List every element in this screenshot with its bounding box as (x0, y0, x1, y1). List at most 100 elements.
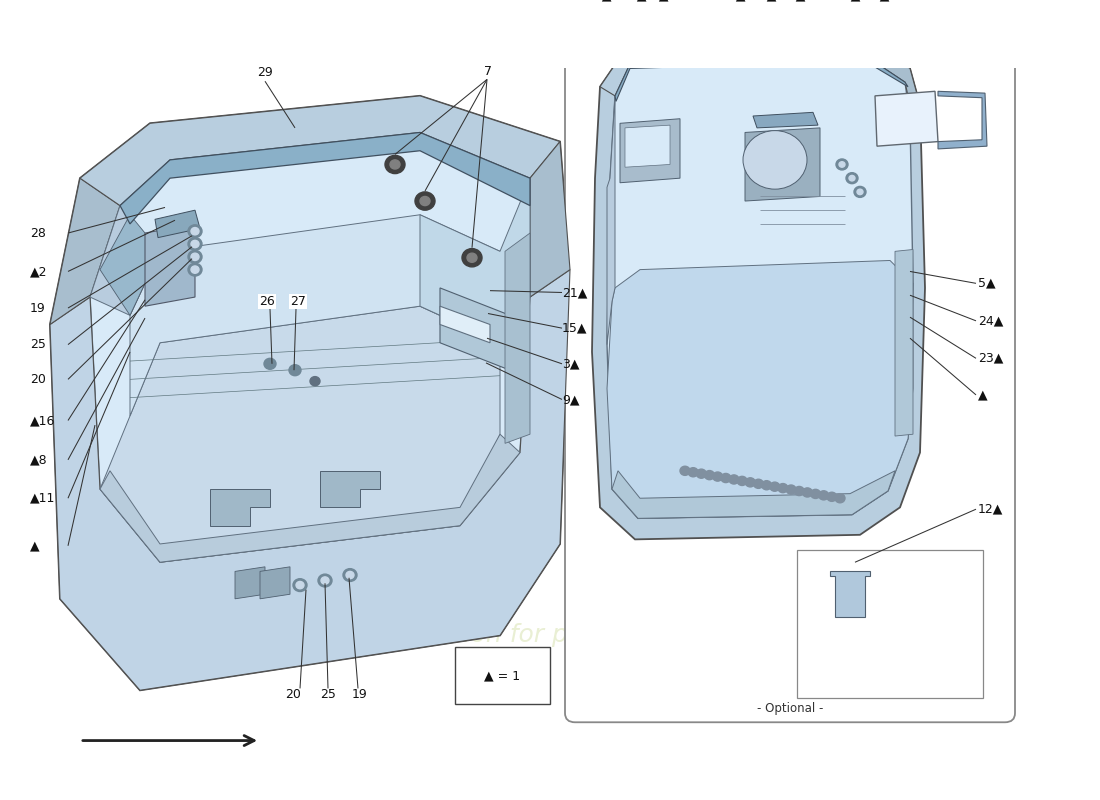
Circle shape (754, 479, 763, 488)
Text: 3▲: 3▲ (562, 358, 580, 370)
Circle shape (720, 474, 730, 482)
Circle shape (704, 470, 715, 480)
FancyBboxPatch shape (565, 0, 1015, 722)
Circle shape (468, 253, 477, 262)
Polygon shape (210, 489, 270, 526)
Text: 28: 28 (30, 226, 46, 239)
Text: 20: 20 (30, 373, 46, 386)
Circle shape (854, 186, 866, 198)
Text: 24▲: 24▲ (978, 314, 1003, 327)
Circle shape (296, 582, 304, 589)
Polygon shape (505, 233, 530, 443)
Text: 25: 25 (320, 688, 336, 702)
Polygon shape (895, 250, 913, 436)
Polygon shape (830, 571, 870, 617)
Text: 7: 7 (484, 65, 492, 78)
Circle shape (680, 466, 690, 475)
Text: a passion for parts: a passion for parts (384, 623, 617, 647)
FancyBboxPatch shape (455, 647, 550, 704)
Polygon shape (320, 470, 379, 507)
Polygon shape (607, 58, 913, 518)
Circle shape (321, 577, 329, 584)
Text: 27: 27 (290, 295, 306, 308)
Circle shape (761, 481, 771, 490)
Polygon shape (625, 125, 670, 167)
Text: ▲11: ▲11 (30, 492, 55, 505)
Text: ▲ = 1: ▲ = 1 (484, 669, 520, 682)
Text: ▲2: ▲2 (30, 265, 47, 278)
Polygon shape (50, 270, 570, 690)
Polygon shape (50, 178, 120, 325)
Circle shape (415, 192, 434, 210)
Text: ▲16: ▲16 (30, 414, 55, 427)
Polygon shape (80, 96, 560, 206)
Circle shape (729, 475, 739, 484)
Circle shape (310, 377, 320, 386)
Circle shape (827, 492, 837, 502)
Text: 19: 19 (352, 688, 367, 702)
Circle shape (293, 578, 307, 591)
Polygon shape (938, 91, 987, 149)
Polygon shape (90, 133, 530, 562)
Text: 20: 20 (285, 688, 301, 702)
Circle shape (770, 482, 780, 491)
Polygon shape (420, 178, 530, 342)
Circle shape (794, 486, 804, 495)
Circle shape (849, 175, 855, 181)
Circle shape (390, 160, 400, 169)
Circle shape (737, 476, 747, 486)
Polygon shape (874, 91, 938, 146)
Text: 13▲: 13▲ (835, 0, 860, 2)
Circle shape (191, 253, 199, 261)
Polygon shape (235, 567, 265, 599)
Text: 15▲: 15▲ (562, 322, 587, 334)
Text: 25: 25 (30, 338, 46, 351)
Circle shape (836, 159, 848, 170)
Text: 18: 18 (808, 0, 824, 2)
Text: 14▲: 14▲ (780, 0, 805, 2)
Polygon shape (868, 41, 920, 118)
Text: ▲: ▲ (30, 539, 40, 552)
Polygon shape (615, 58, 908, 102)
Polygon shape (745, 128, 820, 201)
Text: 26: 26 (260, 295, 275, 308)
Polygon shape (754, 112, 818, 128)
Polygon shape (100, 434, 520, 562)
Circle shape (802, 488, 813, 497)
Text: 10▲: 10▲ (720, 0, 746, 2)
Polygon shape (130, 214, 500, 416)
Text: 29: 29 (257, 66, 273, 79)
Polygon shape (612, 470, 895, 518)
Circle shape (778, 483, 788, 493)
Circle shape (191, 227, 199, 235)
Circle shape (191, 240, 199, 248)
Circle shape (713, 472, 723, 481)
Circle shape (289, 365, 301, 376)
Polygon shape (100, 306, 500, 562)
Polygon shape (50, 96, 570, 690)
Circle shape (689, 468, 698, 477)
Circle shape (318, 574, 332, 587)
Polygon shape (607, 96, 615, 345)
Text: 21▲: 21▲ (562, 286, 587, 299)
Circle shape (385, 155, 405, 174)
Text: ▲8: ▲8 (30, 454, 47, 466)
Text: 5▲: 5▲ (978, 277, 996, 290)
Text: 22▲: 22▲ (865, 0, 890, 2)
Circle shape (462, 249, 482, 267)
Text: - Optional -: - Optional - (757, 702, 823, 715)
Text: 17▲: 17▲ (621, 0, 647, 2)
Polygon shape (155, 210, 200, 238)
Polygon shape (530, 142, 570, 297)
FancyBboxPatch shape (798, 550, 983, 698)
Polygon shape (90, 206, 160, 315)
Polygon shape (440, 288, 510, 370)
Circle shape (746, 478, 756, 487)
Text: 4▲: 4▲ (651, 0, 669, 2)
Polygon shape (260, 567, 290, 599)
Text: EL: EL (119, 378, 321, 527)
Polygon shape (145, 224, 195, 306)
Circle shape (846, 173, 858, 184)
Polygon shape (600, 41, 870, 96)
Polygon shape (100, 214, 160, 315)
